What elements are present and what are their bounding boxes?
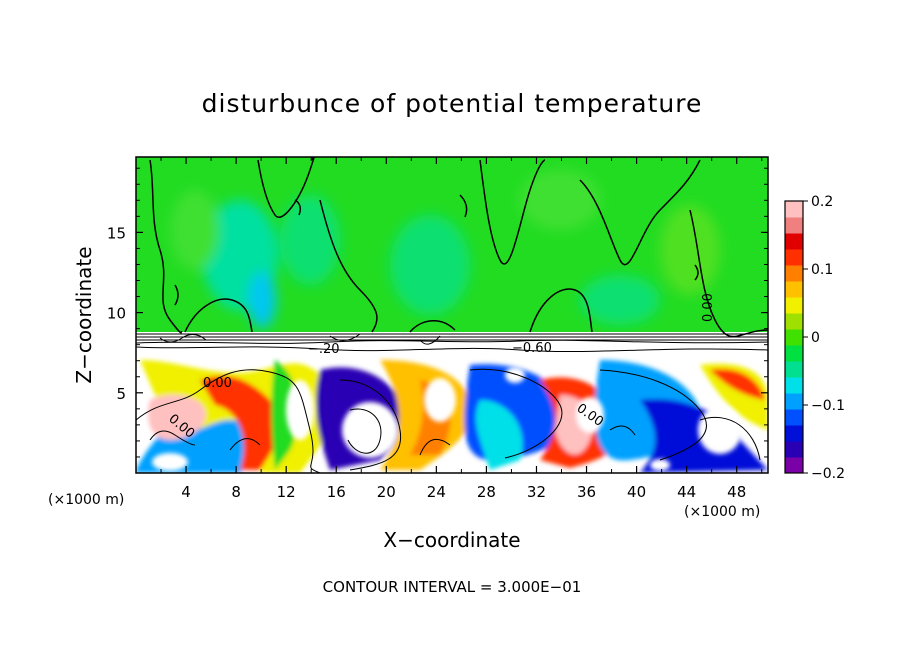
colorbar: 0.2 0.1 0 −0.1 −0.2 xyxy=(784,194,845,482)
x-tick-label: 16 xyxy=(327,483,346,501)
colorbar-tick-label: 0 xyxy=(811,330,820,346)
x-tick-label: 20 xyxy=(377,483,396,501)
cool-patch xyxy=(171,190,219,270)
colorbar-swatch xyxy=(785,281,803,298)
x-tick-label: 48 xyxy=(727,483,746,501)
colorbar-tick-label: −0.1 xyxy=(811,398,845,414)
colorbar-swatch xyxy=(785,249,803,266)
x-tick-label: 12 xyxy=(277,483,296,501)
colorbar-swatch xyxy=(785,329,803,346)
y-tick-label: 15 xyxy=(107,224,126,242)
x-tick-label: 40 xyxy=(627,483,646,501)
y-tick-label: 5 xyxy=(116,385,126,403)
x-axis: 4 8 12 16 20 24 28 32 36 40 44 48 xyxy=(160,157,763,501)
colorbar-swatch xyxy=(785,425,803,442)
colorbar-tick-label: 0.2 xyxy=(811,194,833,210)
y-tick-label: 10 xyxy=(107,305,126,323)
cool-patch xyxy=(520,170,600,230)
x-tick-label: 8 xyxy=(231,483,241,501)
colorbar-swatch xyxy=(785,217,803,234)
contour-interval-note: CONTOUR INTERVAL = 3.000E−01 xyxy=(323,578,582,596)
x-unit-right: (×1000 m) xyxy=(684,504,760,520)
upper-contours xyxy=(149,157,768,338)
colorbar-swatch xyxy=(785,377,803,394)
contour-label: 0.00 xyxy=(701,293,716,322)
x-tick-label: 24 xyxy=(427,483,446,501)
y-axis: 5 10 15 xyxy=(107,167,768,458)
colorbar-swatch xyxy=(785,313,803,330)
cool-patch xyxy=(580,275,660,325)
lower-contours xyxy=(136,368,761,473)
colorbar-swatch xyxy=(785,297,803,314)
x-axis-label: X−coordinate xyxy=(383,528,520,552)
cool-patch xyxy=(390,215,470,315)
colorbar-swatch xyxy=(785,345,803,362)
colorbar-tick-label: 0.1 xyxy=(811,262,833,278)
x-tick-label: 28 xyxy=(477,483,496,501)
colorbar-swatch xyxy=(785,361,803,378)
contour-label: 0.00 xyxy=(203,376,232,391)
cool-patch xyxy=(660,205,720,295)
x-tick-label: 4 xyxy=(181,483,191,501)
x-tick-label: 44 xyxy=(677,483,696,501)
colorbar-swatch xyxy=(785,265,803,282)
cool-patch xyxy=(248,272,276,328)
colorbar-swatch xyxy=(785,457,803,474)
colorbar-tick-label: −0.2 xyxy=(811,466,845,482)
contour-label: −.20 xyxy=(308,342,340,357)
white-cores xyxy=(152,367,742,471)
colorbar-swatch xyxy=(785,393,803,410)
colorbar-swatch xyxy=(785,441,803,458)
plot-area: 0.00 0.00 0.00 −0.60 −.20 0.00 xyxy=(136,157,768,473)
colorbar-swatch xyxy=(785,201,803,218)
x-unit-left: (×1000 m) xyxy=(48,492,124,508)
inversion-contours xyxy=(136,333,768,353)
x-tick-label: 32 xyxy=(527,483,546,501)
contour-label: −0.60 xyxy=(512,341,552,356)
y-axis-label: Z−coordinate xyxy=(72,246,96,383)
x-tick-label: 36 xyxy=(577,483,596,501)
plot-frame xyxy=(135,156,769,474)
chart-title: disturbunce of potential temperature xyxy=(202,89,703,118)
colorbar-swatch xyxy=(785,233,803,250)
colorbar-swatch xyxy=(785,409,803,426)
